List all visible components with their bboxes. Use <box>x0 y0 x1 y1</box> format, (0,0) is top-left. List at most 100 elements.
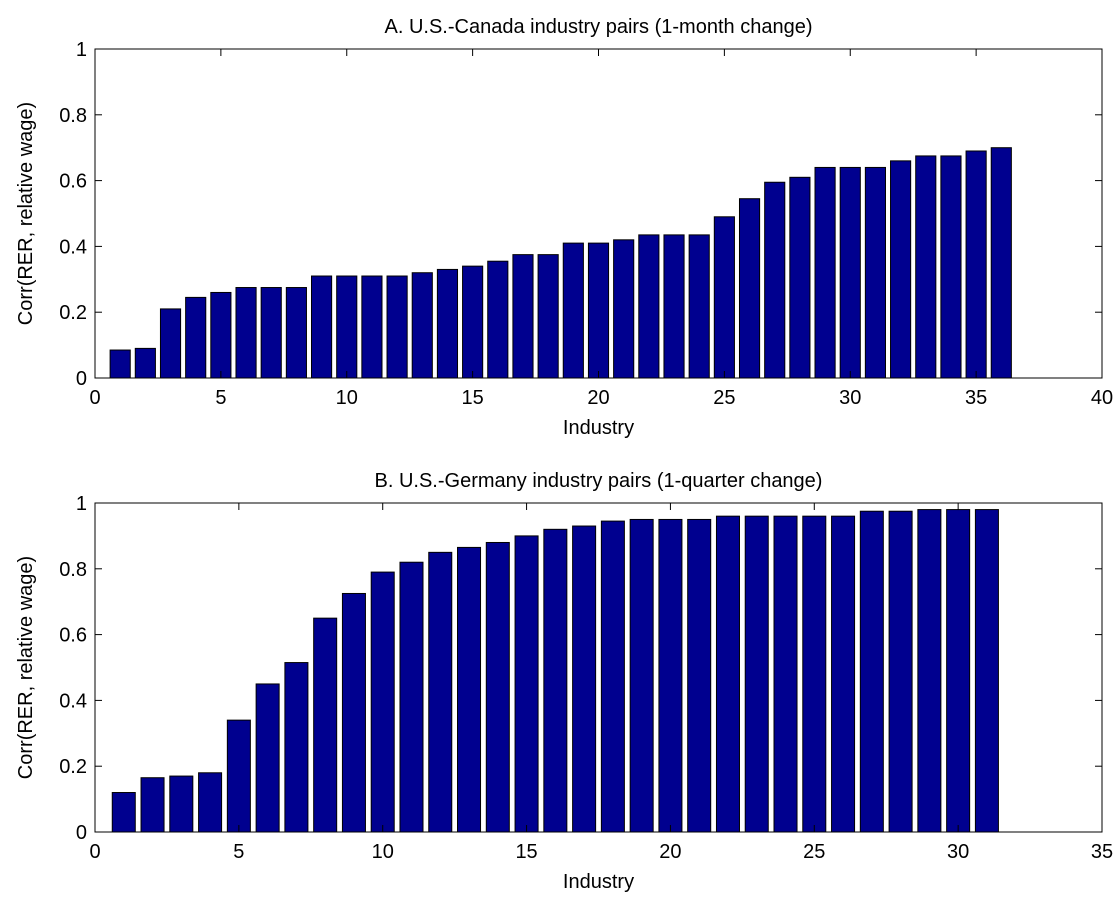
bar <box>284 662 309 833</box>
bar <box>789 176 811 379</box>
bar <box>888 510 913 833</box>
bar <box>226 719 251 833</box>
bar <box>738 198 761 379</box>
bar <box>859 510 884 833</box>
bar <box>965 150 987 379</box>
bar <box>235 287 257 379</box>
x-tick-label: 30 <box>947 841 969 863</box>
bar <box>399 561 424 833</box>
bar <box>109 349 131 379</box>
bar <box>361 275 383 379</box>
bar <box>537 254 559 379</box>
axis-ticks: 0 5 10 15 20 25 30 35 40 0 0.2 0.4 0.6 0.8 1 <box>59 39 1113 409</box>
x-axis-label: Industry <box>563 871 634 893</box>
y-tick-label: 0.6 <box>59 171 87 193</box>
bar <box>839 166 861 379</box>
bar <box>613 239 635 379</box>
bar <box>629 518 654 833</box>
bar <box>198 772 223 833</box>
y-tick-label: 0.8 <box>59 559 87 581</box>
bar <box>600 520 625 833</box>
y-tick-label: 0.2 <box>59 302 87 324</box>
y-tick-label: 0.6 <box>59 625 87 647</box>
bar <box>260 287 282 379</box>
x-tick-label: 5 <box>215 387 226 409</box>
bar <box>864 166 886 379</box>
bar <box>688 234 710 379</box>
bar <box>370 571 395 833</box>
chart-title: A. U.S.-Canada industry pairs (1-month c… <box>385 16 813 38</box>
x-tick-label: 20 <box>587 387 609 409</box>
bar <box>210 291 232 379</box>
y-tick-label: 0.4 <box>59 236 87 258</box>
bar <box>890 160 912 379</box>
bar <box>773 515 798 833</box>
bar <box>663 234 685 379</box>
bar <box>341 592 366 833</box>
y-tick-label: 0.4 <box>59 690 87 712</box>
y-tick-label: 0.2 <box>59 756 87 778</box>
x-tick-label: 40 <box>1091 387 1113 409</box>
bar <box>386 275 408 379</box>
bar <box>990 147 1012 379</box>
bar <box>658 518 683 833</box>
y-tick-label: 0 <box>76 368 87 390</box>
bar <box>311 275 333 379</box>
y-tick-label: 1 <box>76 493 87 515</box>
bar <box>974 509 999 833</box>
bar-series <box>111 509 999 833</box>
y-axis-label: Corr(RER, relative wage) <box>15 556 37 779</box>
bar <box>940 155 962 379</box>
bar <box>715 515 740 833</box>
x-tick-label: 0 <box>89 387 100 409</box>
bar <box>764 181 786 379</box>
bar <box>428 551 453 833</box>
bar <box>802 515 827 833</box>
y-tick-label: 0.8 <box>59 105 87 127</box>
bar <box>512 254 534 379</box>
bar <box>134 347 156 379</box>
x-tick-label: 35 <box>1091 841 1113 863</box>
bar <box>159 308 182 379</box>
y-axis-label: Corr(RER, relative wage) <box>15 102 37 325</box>
bar <box>140 777 165 833</box>
bar <box>285 287 307 379</box>
bar <box>411 272 433 379</box>
x-tick-label: 30 <box>839 387 861 409</box>
bar <box>457 546 482 833</box>
chart-title: B. U.S.-Germany industry pairs (1-quarte… <box>375 470 823 492</box>
y-tick-label: 1 <box>76 39 87 61</box>
panel-a: A. U.S.-Canada industry pairs (1-month c… <box>15 16 1113 439</box>
bar <box>946 509 971 833</box>
bar <box>543 528 568 833</box>
bar <box>185 296 207 379</box>
bar <box>687 518 712 833</box>
bar <box>638 234 660 379</box>
bar <box>915 155 937 379</box>
x-tick-label: 15 <box>462 387 484 409</box>
x-tick-label: 5 <box>233 841 244 863</box>
x-tick-label: 20 <box>659 841 681 863</box>
bar <box>436 268 459 379</box>
bar <box>485 541 510 833</box>
bar <box>514 535 539 833</box>
bar-series <box>109 147 1012 379</box>
panel-b: B. U.S.-Germany industry pairs (1-quarte… <box>15 470 1113 893</box>
bar <box>336 275 358 379</box>
x-tick-label: 10 <box>336 387 358 409</box>
y-tick-label: 0 <box>76 822 87 844</box>
bar <box>313 617 338 833</box>
x-tick-label: 10 <box>372 841 394 863</box>
bar <box>111 792 136 833</box>
bar <box>169 775 194 833</box>
bar <box>562 242 584 379</box>
x-axis-label: Industry <box>563 417 634 439</box>
x-tick-label: 25 <box>713 387 735 409</box>
bar <box>487 260 509 379</box>
x-tick-label: 25 <box>803 841 825 863</box>
x-tick-label: 15 <box>515 841 537 863</box>
bar <box>831 515 856 833</box>
bar <box>814 166 836 379</box>
bar <box>587 242 610 379</box>
